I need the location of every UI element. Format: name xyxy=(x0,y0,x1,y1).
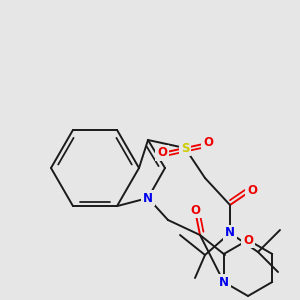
Text: N: N xyxy=(143,191,153,205)
Text: O: O xyxy=(190,203,200,217)
Text: O: O xyxy=(203,136,213,149)
Text: O: O xyxy=(243,233,253,247)
Text: N: N xyxy=(219,275,229,289)
Text: S: S xyxy=(181,142,189,154)
Text: O: O xyxy=(247,184,257,196)
Text: N: N xyxy=(225,226,235,239)
Text: O: O xyxy=(157,146,167,160)
